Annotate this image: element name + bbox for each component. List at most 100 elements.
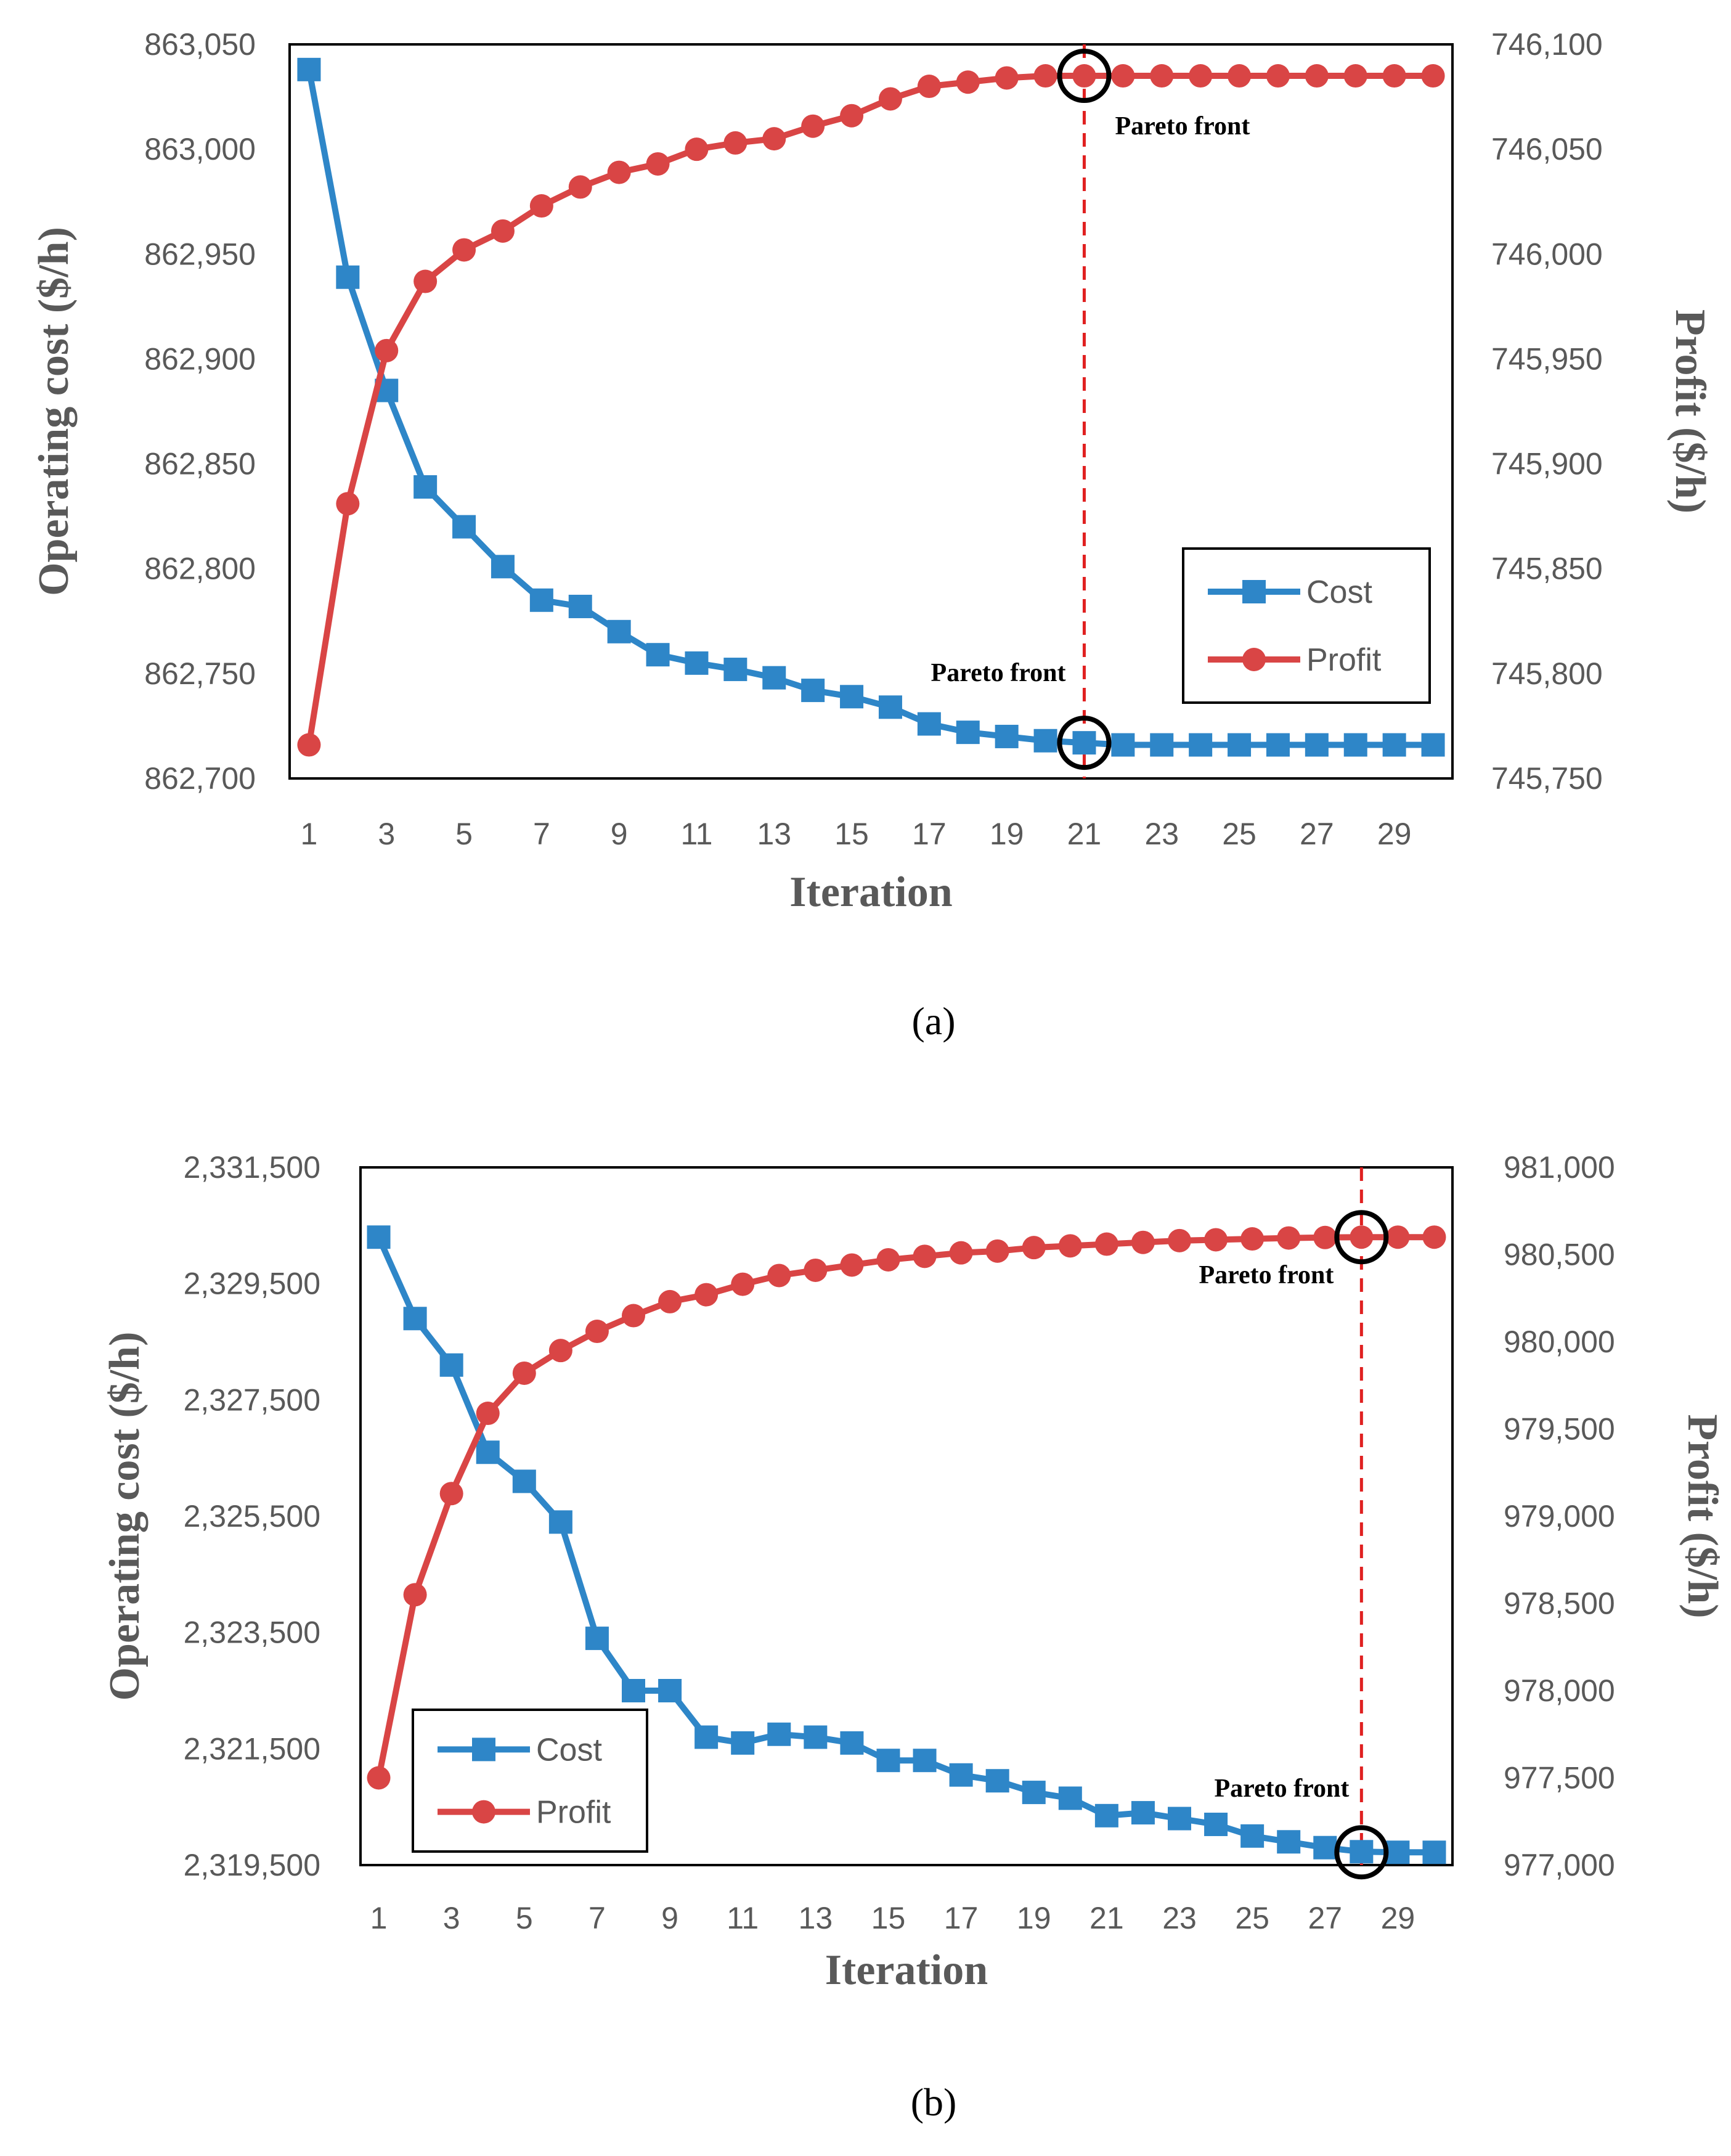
x-tick-label-a: 9 [611, 817, 628, 851]
cost-point-b [1094, 1803, 1118, 1827]
y-left-tick-label-b: 2,327,500 [184, 1382, 320, 1417]
profit-point-a [1343, 64, 1367, 88]
profit-point-a [297, 733, 321, 757]
x-tick-label-b: 21 [1090, 1901, 1124, 1935]
legend-box-a [1182, 547, 1431, 704]
x-tick-label-b: 19 [1017, 1901, 1051, 1935]
profit-point-b [731, 1272, 755, 1296]
cost-point-a [1072, 731, 1096, 755]
profit-point-b [1168, 1228, 1191, 1252]
legend-label-profit-a: Profit [1306, 642, 1382, 678]
profit-point-b [658, 1289, 682, 1313]
legend-marker-cost-a [1242, 580, 1266, 603]
cost-point-a [995, 724, 1019, 748]
y-right-tick-label-b: 981,000 [1504, 1150, 1615, 1185]
profit-point-b [1386, 1225, 1410, 1249]
profit-point-a [1111, 64, 1135, 88]
profit-point-b [949, 1241, 973, 1265]
y-left-tick-label-b: 2,319,500 [184, 1848, 320, 1882]
cost-point-b [1022, 1781, 1046, 1805]
profit-point-a [568, 175, 592, 199]
cost-point-b [367, 1225, 391, 1249]
y-left-tick-label-a: 863,000 [144, 132, 256, 166]
profit-point-a [529, 194, 553, 218]
legend-label-cost-b: Cost [536, 1732, 602, 1768]
profit-point-b [439, 1482, 463, 1506]
x-tick-label-a: 13 [757, 817, 791, 851]
chart-a-svg: 862,700 862,750 862,800 862,850 862,900 862,9… [30, 27, 1714, 916]
x-tick-label-a: 11 [680, 817, 712, 851]
profit-point-a [491, 219, 515, 243]
y-left-tick-label-b: 2,321,500 [184, 1731, 320, 1766]
profit-point-a [1033, 64, 1057, 88]
cost-point-b [1240, 1824, 1265, 1848]
legend-box-b [412, 1709, 648, 1853]
cost-point-b [1386, 1840, 1410, 1864]
x-tick-label-a: 17 [912, 817, 947, 851]
profit-point-a [723, 131, 747, 155]
legend-label-profit-b: Profit [536, 1795, 611, 1831]
cost-point-a [878, 695, 902, 719]
y-left-tick-label-a: 862,800 [144, 552, 256, 586]
cost-point-b [512, 1469, 536, 1493]
cost-point-a [685, 651, 709, 675]
plot-frame-b [359, 1166, 1454, 1866]
pareto-annotation-b: Pareto front [1214, 1774, 1349, 1803]
y-left-tick-label-a: 862,750 [144, 656, 256, 691]
y-left-tick-label-a: 862,850 [144, 447, 256, 481]
profit-point-a [1421, 64, 1445, 88]
y-left-tick-label-a: 862,900 [144, 341, 256, 376]
cost-point-a [491, 555, 515, 579]
cost-point-a [762, 666, 786, 690]
profit-point-a [801, 114, 825, 138]
y-right-tick-label-b: 979,500 [1504, 1412, 1615, 1447]
profit-point-b [1204, 1228, 1228, 1252]
pareto-annotation-b: Pareto front [1199, 1261, 1334, 1289]
profit-point-a [956, 70, 980, 94]
profit-point-a [917, 75, 941, 99]
y-right-tick-label-b: 977,000 [1504, 1848, 1615, 1882]
y-left-tick-label-b: 2,331,500 [184, 1150, 320, 1185]
profit-point-b [512, 1361, 536, 1385]
profit-point-a [878, 87, 902, 111]
cost-point-b [1168, 1807, 1191, 1831]
y-left-tick-label-b: 2,329,500 [184, 1267, 320, 1301]
pareto-annotation-a: Pareto front [931, 659, 1066, 687]
legend-marker-profit-b [472, 1800, 495, 1824]
x-tick-label-a: 5 [455, 817, 473, 851]
profit-point-a [1266, 64, 1290, 88]
cost-point-a [452, 515, 476, 539]
y-right-tick-label-b: 980,000 [1504, 1325, 1615, 1359]
x-axis-title-b: Iteration [825, 1946, 988, 1994]
cost-point-b [439, 1353, 463, 1377]
x-tick-label-b: 11 [727, 1901, 759, 1935]
chart-panel-a: 862,700 862,750 862,800 862,850 862,900 862,9… [30, 27, 1714, 1043]
cost-point-b [476, 1440, 500, 1464]
legend-marker-cost-b [472, 1737, 495, 1762]
x-tick-label-a: 27 [1300, 817, 1334, 851]
x-tick-label-a: 3 [378, 817, 395, 851]
profit-point-b [548, 1339, 572, 1363]
cost-point-b [985, 1769, 1009, 1793]
x-tick-label-a: 23 [1144, 817, 1179, 851]
profit-point-b [1131, 1230, 1155, 1254]
x-tick-label-a: 19 [990, 817, 1024, 851]
plot-frame-a [288, 43, 1454, 780]
profit-point-b [876, 1247, 900, 1272]
y-right-tick-label-b: 980,500 [1504, 1238, 1615, 1272]
x-tick-label-a: 15 [834, 817, 869, 851]
y-right-tick-label-a: 745,900 [1491, 447, 1603, 481]
x-tick-label-b: 1 [370, 1901, 388, 1935]
cost-point-a [1228, 733, 1252, 757]
y-right-tick-label-a: 746,050 [1491, 132, 1603, 166]
profit-point-b [985, 1239, 1009, 1263]
profit-point-b [694, 1283, 719, 1307]
y-right-tick-label-a: 746,100 [1491, 27, 1603, 62]
cost-point-a [646, 643, 670, 667]
cost-point-b [622, 1679, 645, 1702]
profit-point-a [375, 338, 399, 362]
profit-point-b [1422, 1225, 1446, 1249]
x-tick-label-b: 13 [799, 1901, 833, 1935]
y-left-axis-title-a: Operating cost ($/h) [30, 227, 78, 596]
caption-a: (a) [911, 999, 956, 1043]
